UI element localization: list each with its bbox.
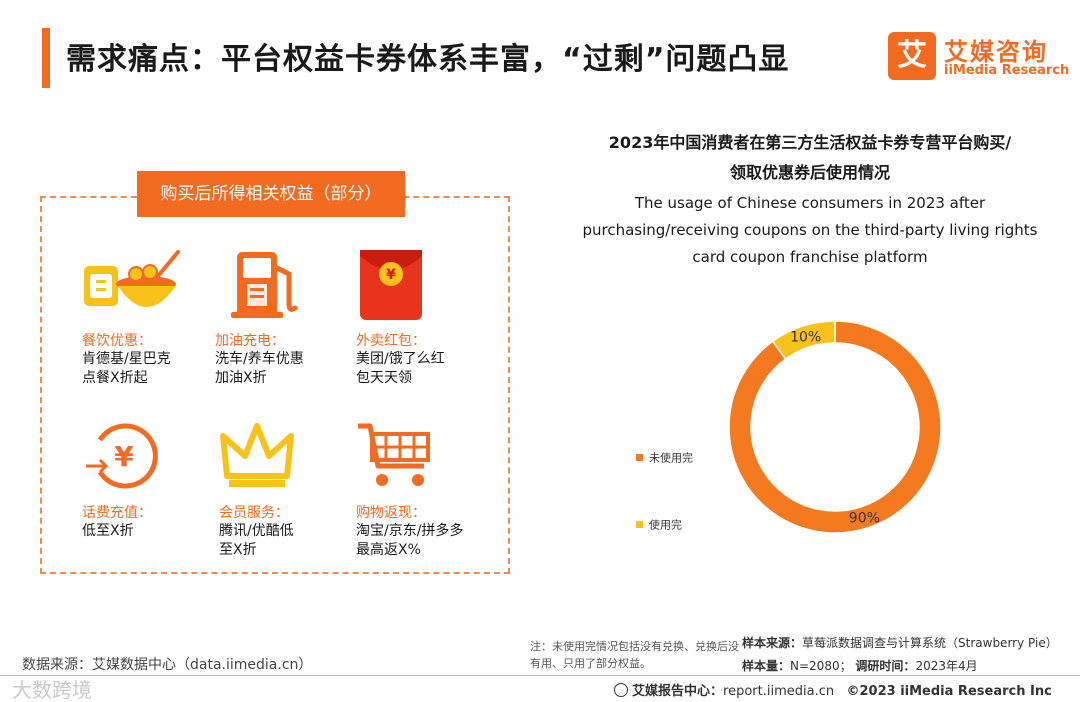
survey-time-label: 调研时间： (855, 659, 916, 673)
benefit-cashback-desc-1: 淘宝/京东/拼多多 (356, 523, 464, 539)
footer-url[interactable]: report.iimedia.cn (723, 684, 835, 699)
benefit-takeout: ¥ 外卖红包： 美团/饿了么红 包天天领 (356, 248, 486, 388)
page-title: 需求痛点：平台权益卡券体系丰富，“过剩”问题凸显 (66, 42, 790, 77)
logo-cn-text: 艾媒咨询 (944, 38, 1048, 66)
benefit-fuel-title: 加油充电： (215, 333, 285, 349)
food-bowl-icon (84, 250, 180, 307)
legend-item-unused: 未使用完 (636, 447, 693, 466)
benefit-topup-title: 话费充值： (82, 505, 152, 521)
sample-source-label: 样本来源： (742, 636, 803, 650)
donut-slice-used (771, 320, 836, 361)
iimedia-logo: 艾 艾媒咨询 iiMedia Research (888, 32, 1069, 82)
legend-label-unused: 未使用完 (649, 451, 693, 465)
benefit-fuel-desc-1: 洗车/养车优惠 (215, 351, 304, 367)
chart-subtitle-line-3: card coupon franchise platform (692, 248, 928, 266)
benefit-dining-desc-1: 肯德基/星巴克 (82, 351, 171, 367)
benefit-membership-title: 会员服务： (219, 505, 289, 521)
benefit-cashback-desc-2: 最高返X% (356, 542, 421, 558)
benefit-membership-desc-1: 腾讯/优酷低 (219, 523, 294, 539)
svg-text:¥: ¥ (386, 267, 396, 283)
yen-coin-icon: ¥ (86, 423, 158, 489)
benefit-fuel: 加油充电： 洗车/养车优惠 加油X折 (215, 248, 345, 388)
chart-title-line-2: 领取优惠券后使用情况 (729, 163, 890, 182)
donut-label-unused: 90% (849, 510, 880, 526)
chart-title: 2023年中国消费者在第三方生活权益卡券专营平台购买/ 领取优惠券后使用情况 (560, 128, 1060, 188)
legend-label-used: 使用完 (649, 518, 682, 532)
footer-divider (0, 675, 1080, 676)
crown-icon (220, 423, 294, 487)
donut-slice-unused (728, 320, 942, 534)
sample-size-value: N=2080； (790, 659, 852, 673)
benefit-cashback-title: 购物返现： (356, 505, 426, 521)
benefit-membership: 会员服务： 腾讯/优酷低 至X折 (219, 420, 349, 560)
benefit-cashback: 购物返现： 淘宝/京东/拼多多 最高返X% (356, 420, 486, 560)
benefit-fuel-desc-2: 加油X折 (215, 370, 267, 386)
sample-source-value: 草莓派数据调查与计算系统（Strawberry Pie） (802, 636, 1058, 650)
legend-swatch-unused (636, 454, 643, 461)
title-accent-bar (42, 28, 50, 88)
benefit-topup-desc-1: 低至X折 (82, 523, 134, 539)
survey-time-value: 2023年4月 (915, 659, 978, 673)
watermark-text: 大数跨境 (12, 678, 92, 702)
donut-label-used: 10% (790, 330, 821, 346)
benefit-topup: ¥ 话费充值： 低至X折 (82, 420, 212, 541)
donut-chart: 90% 10% (728, 320, 942, 534)
benefit-dining-desc-2: 点餐X折起 (82, 370, 148, 386)
benefit-takeout-desc-1: 美团/饿了么红 (356, 351, 445, 367)
benefit-takeout-title: 外卖红包： (356, 333, 426, 349)
footer-copyright: ©2023 iiMedia Research Inc (846, 684, 1052, 699)
footer: 艾媒报告中心：report.iimedia.cn ©2023 iiMedia R… (614, 680, 1052, 699)
fuel-pump-icon (231, 252, 298, 318)
red-envelope-icon: ¥ (360, 250, 422, 320)
chart-title-line-1: 2023年中国消费者在第三方生活权益卡券专营平台购买/ (608, 133, 1012, 152)
legend-item-used: 使用完 (636, 514, 682, 533)
benefits-box-header: 购买后所得相关权益（部分） (137, 171, 405, 217)
sample-size: 样本量：N=2080； 调研时间：2023年4月 (742, 657, 978, 674)
benefit-takeout-desc-2: 包天天领 (356, 370, 412, 386)
benefit-membership-desc-2: 至X折 (219, 542, 257, 558)
legend-swatch-used (636, 521, 643, 528)
data-source: 数据来源：艾媒数据中心（data.iimedia.cn） (22, 657, 313, 673)
chart-subtitle: The usage of Chinese consumers in 2023 a… (560, 190, 1060, 271)
chart-subtitle-line-1: The usage of Chinese consumers in 2023 a… (634, 194, 986, 212)
benefit-dining-title: 餐饮优惠： (82, 333, 152, 349)
globe-icon (614, 683, 628, 697)
shopping-cart-icon (358, 423, 430, 486)
chart-subtitle-line-2: purchasing/receiving coupons on the thir… (582, 221, 1038, 239)
svg-text:¥: ¥ (114, 440, 134, 473)
chart-note: 注：未使用完情况包括没有兑换、兑换后没有用、只用了部分权益。 (530, 640, 739, 670)
logo-mark: 艾 (888, 32, 936, 80)
footer-center-label: 艾媒报告中心： (632, 684, 724, 699)
logo-en-text: iiMedia Research (944, 63, 1070, 78)
sample-source: 样本来源：草莓派数据调查与计算系统（Strawberry Pie） (742, 634, 1058, 651)
sample-size-label: 样本量： (742, 659, 791, 673)
benefit-dining: 餐饮优惠： 肯德基/星巴克 点餐X折起 (82, 248, 212, 388)
